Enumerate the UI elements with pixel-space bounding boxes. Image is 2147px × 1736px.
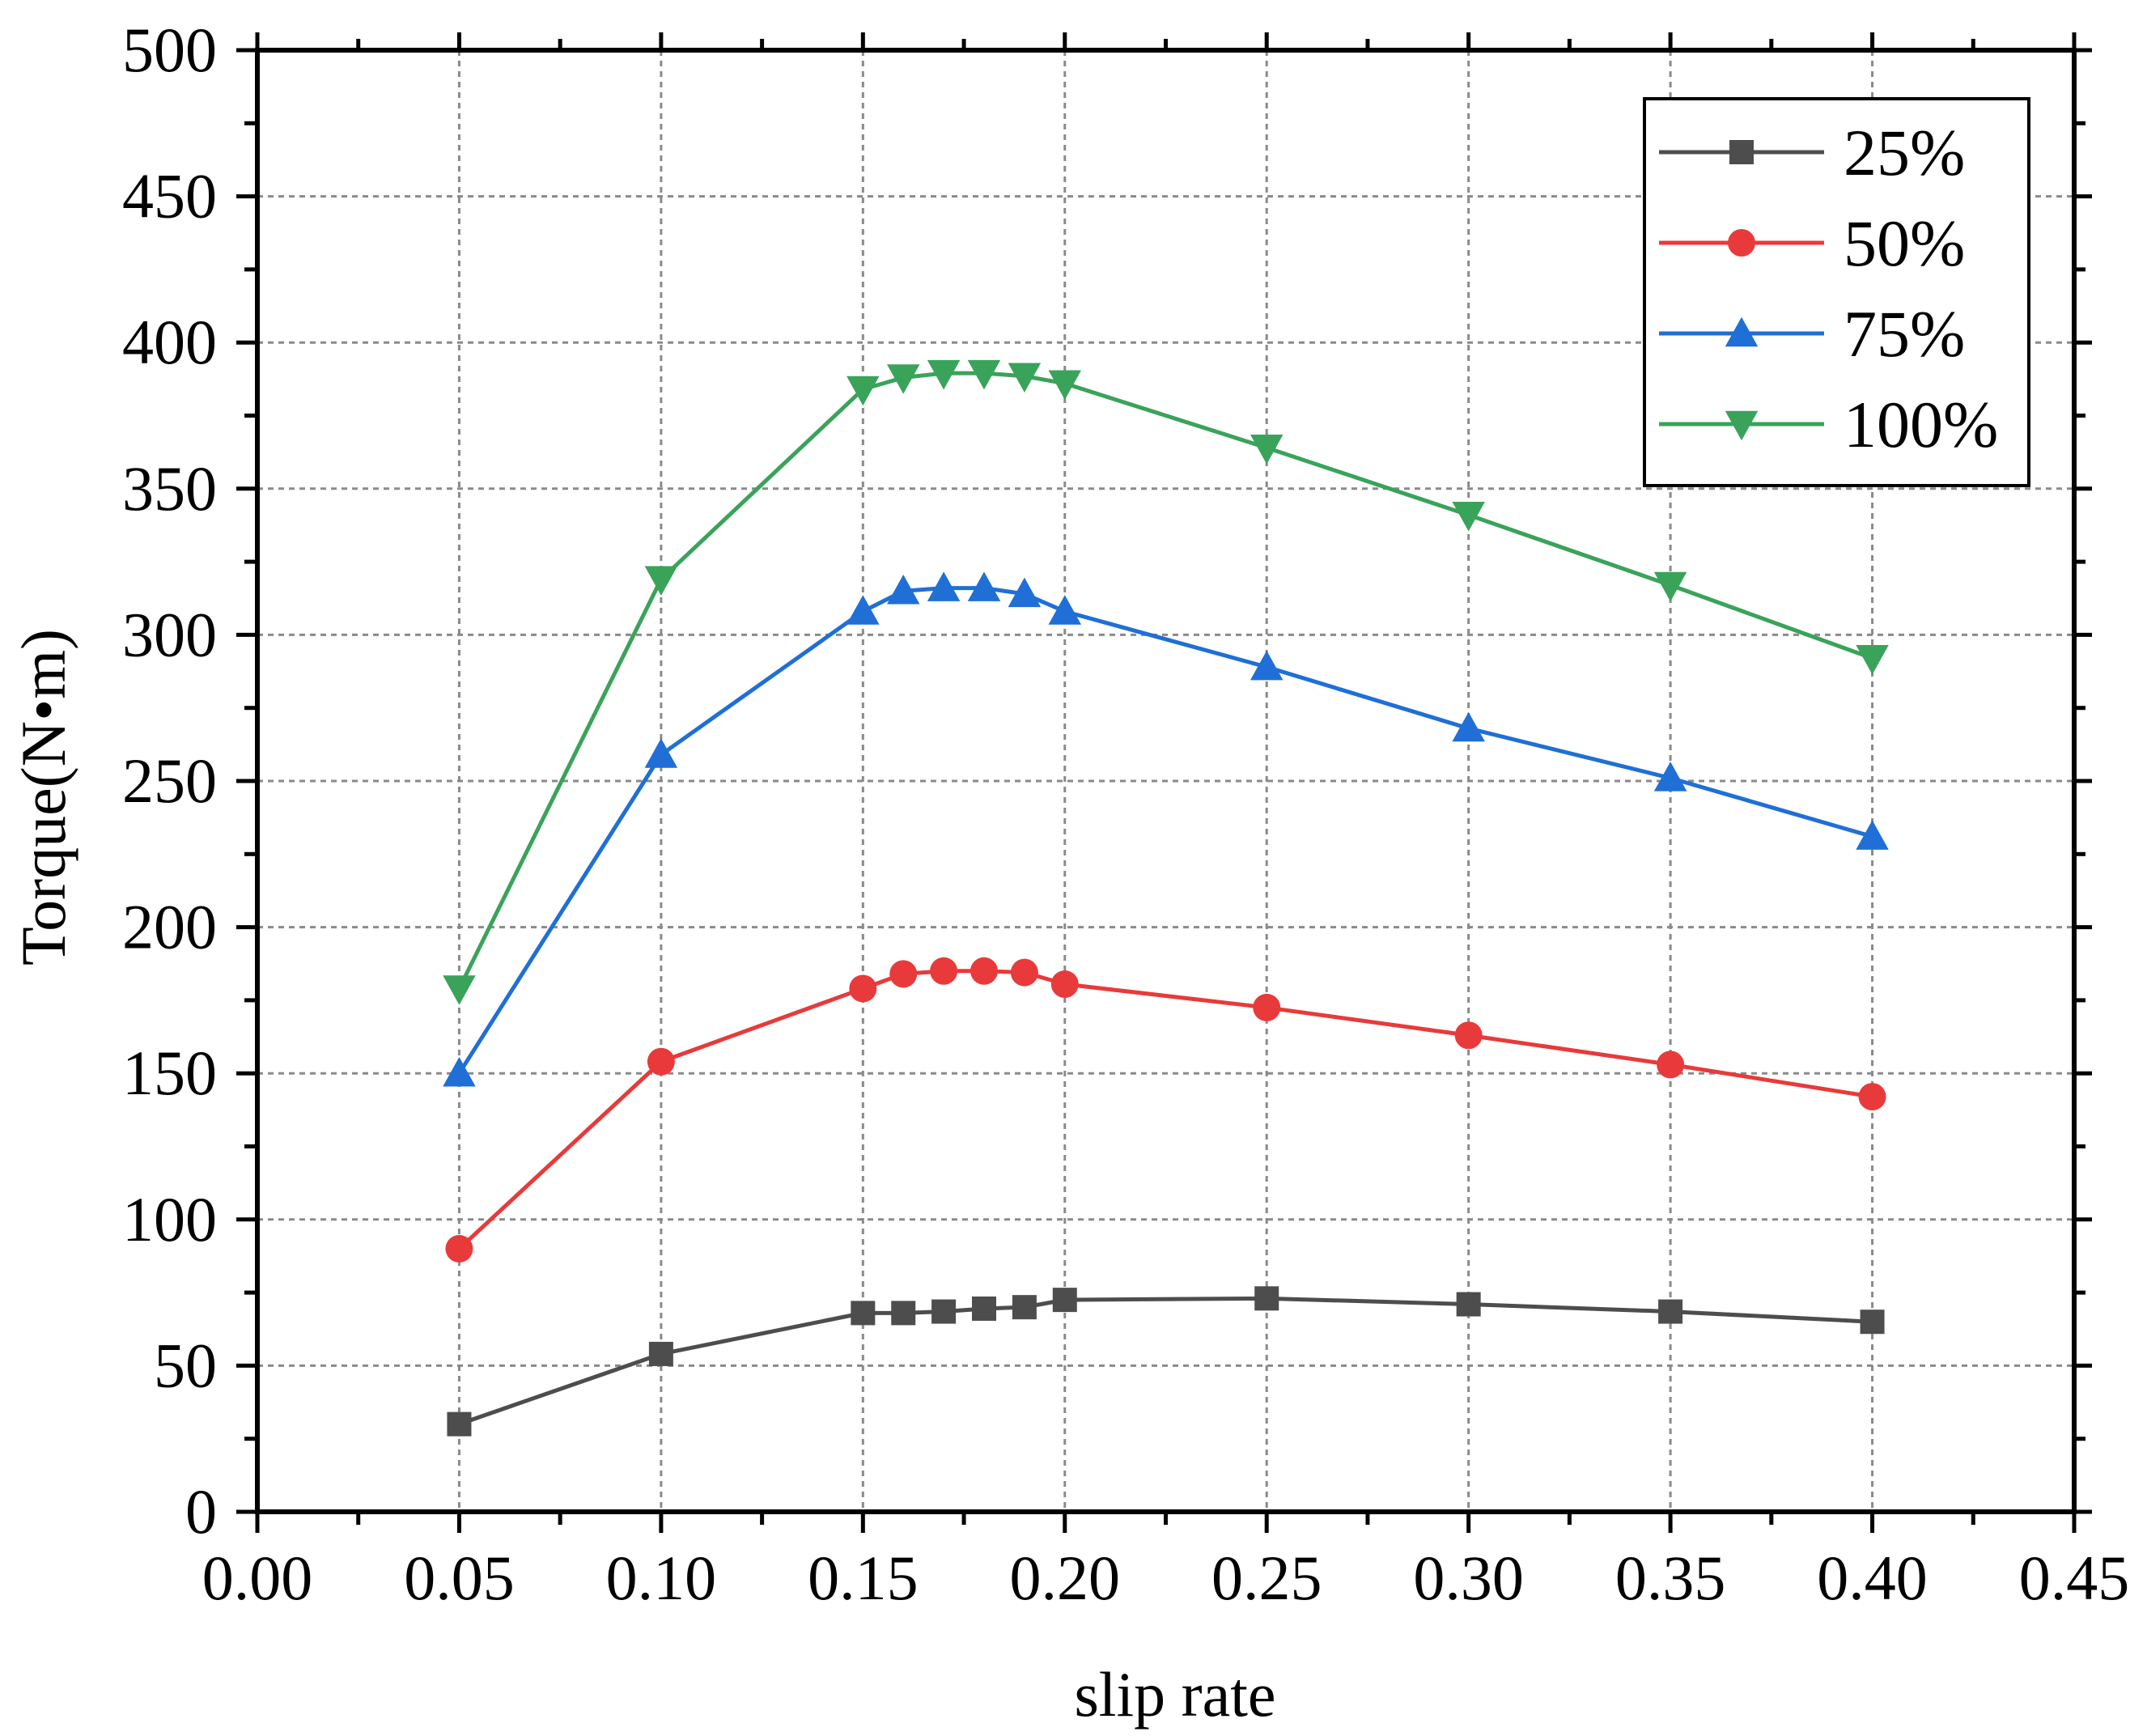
y-axis-title: Torque(N•m)	[8, 629, 78, 966]
data-point	[851, 1301, 876, 1326]
data-point	[1250, 434, 1284, 465]
legend-label: 100%	[1844, 388, 1998, 461]
data-point	[1008, 363, 1042, 393]
y-tick-label: 200	[122, 892, 217, 962]
y-tick-label: 350	[122, 453, 217, 524]
legend-marker	[1725, 316, 1759, 347]
y-tick-label: 50	[154, 1330, 217, 1400]
data-point	[927, 571, 961, 601]
data-point	[1856, 820, 1889, 850]
data-point	[1657, 1051, 1685, 1079]
data-point	[846, 595, 880, 625]
data-point	[927, 359, 961, 390]
data-point	[970, 957, 998, 985]
legend: 25% 50% 75% 100%	[1643, 97, 2030, 487]
data-point	[1860, 1309, 1885, 1335]
data-point	[1012, 1295, 1037, 1320]
x-tick-label: 0.20	[1010, 1543, 1121, 1613]
y-tick-label: 250	[122, 745, 217, 816]
data-point	[1048, 595, 1082, 625]
data-point	[967, 359, 1001, 390]
series-3	[443, 571, 1889, 1087]
legend-box	[1643, 97, 2030, 487]
data-point	[972, 1296, 996, 1321]
y-tick-label: 400	[122, 307, 217, 377]
x-tick-label: 0.45	[2019, 1543, 2130, 1613]
data-point	[445, 1234, 473, 1263]
series-line	[457, 586, 1873, 1075]
x-tick-label: 0.10	[606, 1543, 717, 1613]
data-point	[1658, 1299, 1683, 1324]
data-point	[889, 960, 918, 988]
y-tick-label: 150	[122, 1038, 217, 1108]
series-2	[445, 957, 1886, 1263]
data-point	[1052, 1288, 1077, 1313]
data-point	[849, 974, 877, 1003]
data-point	[891, 1301, 916, 1326]
data-point	[644, 738, 678, 768]
legend-marker	[1729, 140, 1754, 164]
x-tick-label: 0.25	[1211, 1543, 1322, 1613]
y-tick-label: 300	[122, 599, 217, 669]
legend-label: 25%	[1844, 116, 1965, 189]
data-point	[443, 1056, 476, 1087]
data-point	[1452, 502, 1485, 532]
data-point	[1254, 1286, 1279, 1311]
data-point	[1253, 993, 1281, 1021]
series-4	[443, 359, 1889, 1005]
data-point	[1050, 970, 1079, 999]
series-line	[457, 969, 1873, 1250]
data-point	[1008, 577, 1042, 608]
data-point	[648, 1341, 673, 1366]
data-point	[647, 1047, 675, 1076]
series-1	[447, 1286, 1885, 1437]
data-point	[886, 574, 920, 605]
data-point	[1456, 1292, 1481, 1317]
legend-label: 75%	[1844, 297, 1965, 371]
x-tick-label: 0.40	[1817, 1543, 1928, 1613]
data-point	[1653, 762, 1687, 792]
series-group	[443, 359, 1889, 1437]
data-point	[447, 1411, 472, 1437]
y-tick-label: 450	[122, 161, 217, 231]
x-tick-label: 0.15	[808, 1543, 919, 1613]
series-line	[458, 1296, 1873, 1427]
x-tick-label: 0.00	[202, 1543, 313, 1613]
legend-marker	[1725, 410, 1759, 441]
data-point	[846, 376, 880, 406]
data-point	[930, 957, 958, 985]
y-tick-label: 500	[122, 15, 217, 85]
x-tick-label: 0.30	[1413, 1543, 1524, 1613]
data-point	[1048, 370, 1082, 401]
series-line	[457, 371, 1873, 990]
x-tick-label: 0.05	[404, 1543, 515, 1613]
data-point	[644, 566, 678, 596]
x-axis-title: slip rate	[1074, 1659, 1275, 1730]
data-point	[1454, 1021, 1483, 1050]
data-point	[1452, 711, 1485, 742]
y-tick-label: 0	[185, 1476, 217, 1547]
data-point	[931, 1299, 957, 1324]
data-point	[886, 364, 920, 394]
data-point	[1858, 1083, 1886, 1111]
data-point	[1653, 571, 1687, 602]
data-point	[1010, 958, 1038, 987]
axes: 0.00 0.05 0.10 0.15 0.20 0.25 0.30 0.35 0.40 0.45…	[122, 15, 2129, 1613]
data-point	[967, 571, 1001, 601]
y-tick-label: 100	[122, 1184, 217, 1254]
legend-marker	[1728, 229, 1755, 257]
data-point	[443, 975, 476, 1005]
x-tick-label: 0.35	[1615, 1543, 1726, 1613]
data-point	[1856, 645, 1889, 675]
data-point	[1250, 650, 1284, 681]
legend-label: 50%	[1844, 206, 1965, 280]
